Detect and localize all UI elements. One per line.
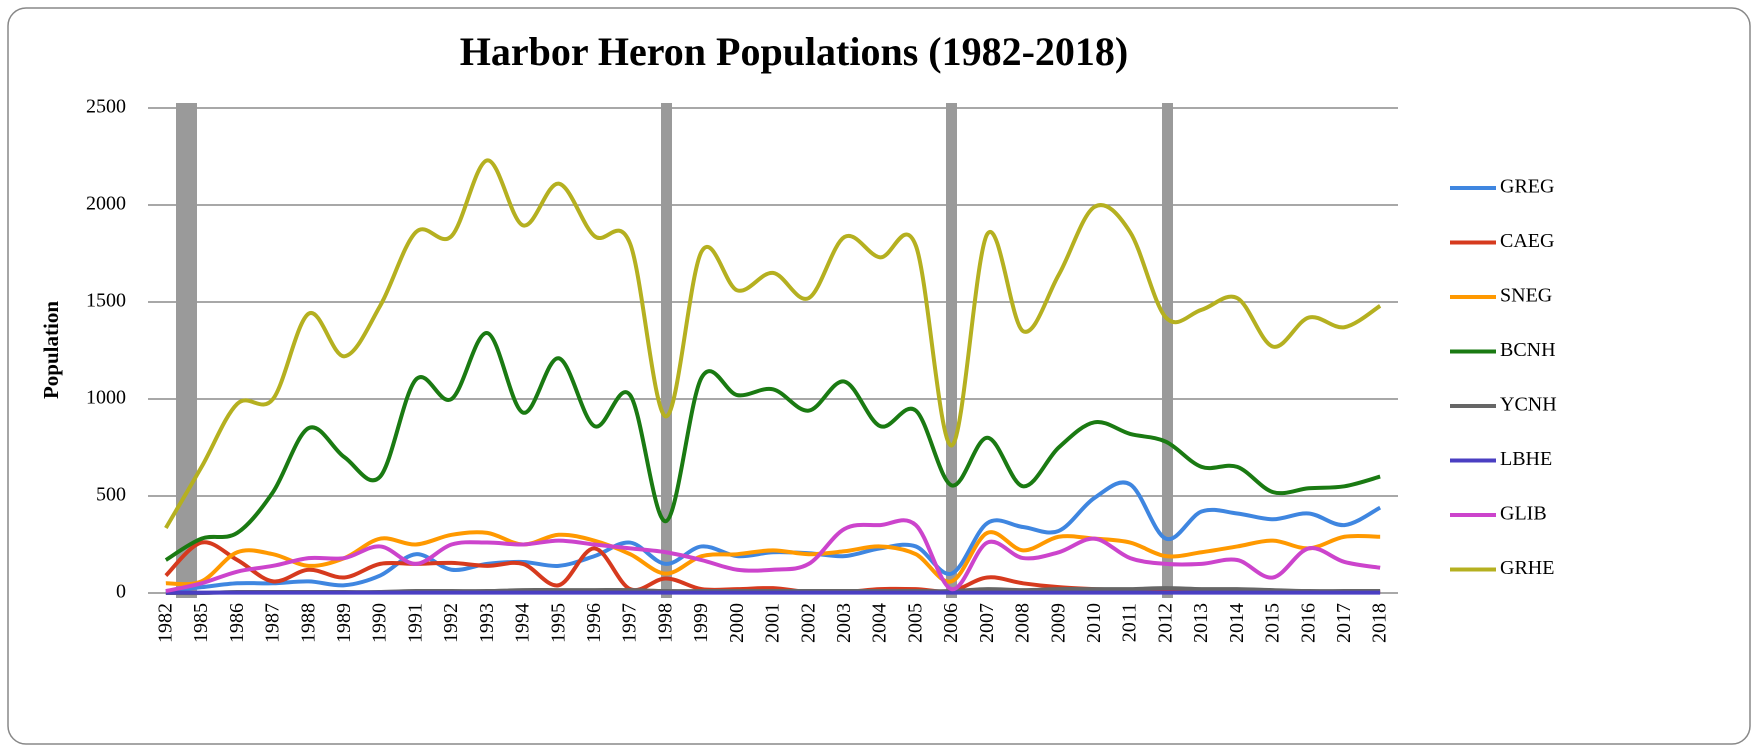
- chart-title: Harbor Heron Populations (1982-2018): [460, 29, 1129, 74]
- x-tick-label: 1990: [369, 603, 391, 643]
- x-tick-label: 2010: [1083, 603, 1105, 643]
- series-line: [165, 530, 1381, 587]
- series-line: [164, 158, 1382, 530]
- y-axis-label: Population: [39, 301, 63, 399]
- highlight-bar: [176, 103, 187, 598]
- x-tick-label: 1988: [297, 603, 319, 643]
- series-line: [164, 331, 1381, 562]
- x-tick-label: 1982: [154, 603, 176, 643]
- legend-label: CAEG: [1500, 230, 1554, 252]
- x-tick-label: 2011: [1119, 603, 1141, 642]
- legend-label: BCNH: [1500, 339, 1556, 361]
- series-line: [165, 518, 1381, 594]
- y-tick-label: 2000: [86, 193, 126, 215]
- x-tick-label: 1987: [262, 603, 284, 643]
- x-tick-label: 2007: [976, 603, 998, 643]
- y-tick-label: 1000: [86, 387, 126, 409]
- x-tick-label: 2004: [869, 603, 891, 643]
- x-tick-label: 2014: [1226, 603, 1248, 643]
- x-tick-label: 2013: [1190, 603, 1212, 643]
- x-tick-label: 2008: [1012, 603, 1034, 643]
- legend-label: GLIB: [1500, 503, 1547, 525]
- x-tick-label: 1994: [512, 603, 534, 643]
- legend-label: YCNH: [1500, 394, 1557, 416]
- x-tick-label: 1996: [583, 603, 605, 643]
- highlight-bars: [176, 103, 1173, 598]
- x-tick-label: 2001: [762, 603, 784, 643]
- x-tick-label: 2000: [726, 603, 748, 643]
- x-tick-label: 1985: [190, 603, 212, 643]
- x-tick-label: 1993: [476, 603, 498, 643]
- x-tick-label: 1997: [619, 603, 641, 643]
- chart-border: [7, 7, 1751, 745]
- legend-label: SNEG: [1500, 285, 1552, 307]
- y-tick-label: 2500: [86, 96, 126, 118]
- x-tick-label: 2018: [1369, 603, 1391, 643]
- legend-label: GRHE: [1500, 557, 1554, 579]
- x-tick-label: 2016: [1297, 603, 1319, 643]
- x-tick-label: 2015: [1262, 603, 1284, 643]
- legend-label: LBHE: [1500, 448, 1552, 470]
- x-tick-label: 2006: [940, 603, 962, 643]
- x-tick-label: 1992: [440, 603, 462, 643]
- x-tick-label: 2002: [797, 603, 819, 643]
- highlight-bar: [946, 103, 957, 598]
- y-tick-label: 500: [96, 484, 126, 506]
- highlight-bar: [186, 103, 197, 598]
- x-tick-label: 1999: [690, 603, 712, 643]
- x-tick-label: 2003: [833, 603, 855, 643]
- x-tick-label: 1989: [333, 603, 355, 643]
- x-tick-label: 2012: [1154, 603, 1176, 643]
- y-tick-label: 0: [116, 581, 126, 603]
- x-tick-label: 1991: [404, 603, 426, 643]
- x-tick-label: 2017: [1333, 603, 1355, 643]
- x-tick-label: 2009: [1047, 603, 1069, 643]
- x-tick-label: 1995: [547, 603, 569, 643]
- highlight-bar: [661, 103, 672, 598]
- y-tick-label: 1500: [86, 290, 126, 312]
- x-tick-label: 2005: [904, 603, 926, 643]
- highlight-bar: [1162, 103, 1173, 598]
- x-tick-label: 1998: [654, 603, 676, 643]
- legend-label: GREG: [1500, 176, 1554, 198]
- x-tick-label: 1986: [226, 603, 248, 643]
